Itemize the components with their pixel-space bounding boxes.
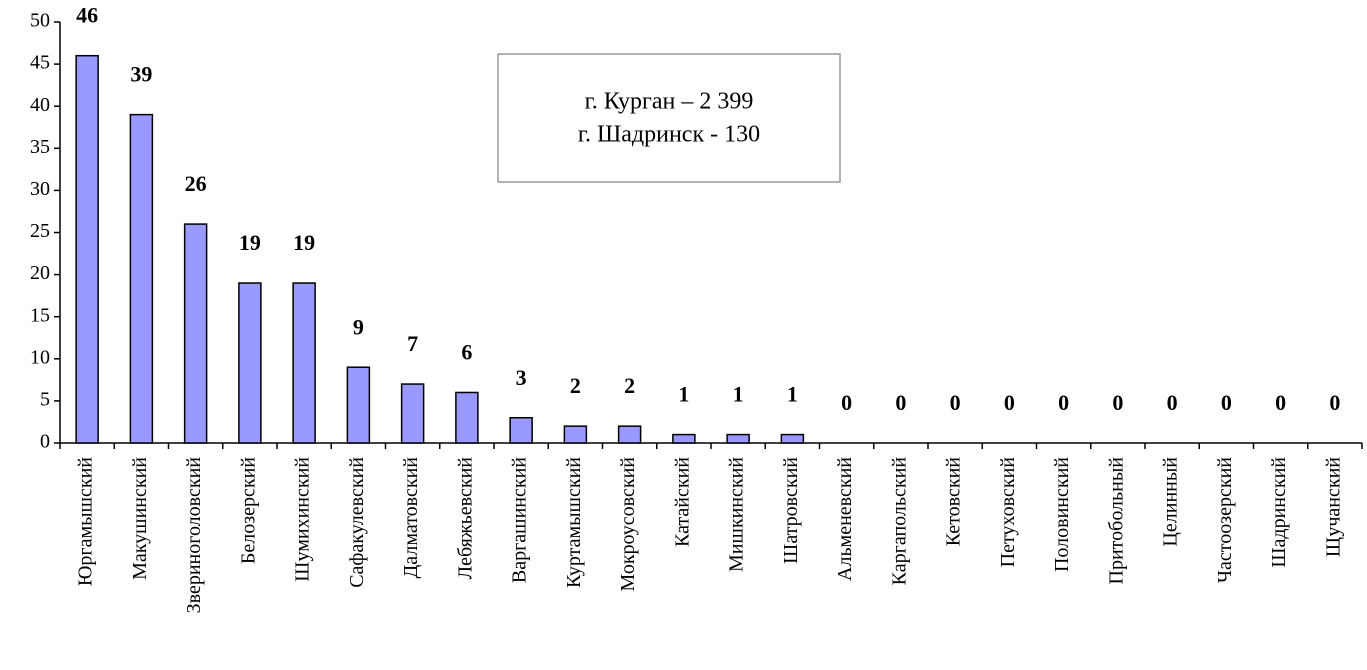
x-tick-label: Притобольный xyxy=(1105,457,1127,585)
y-tick-label: 25 xyxy=(30,220,50,242)
bar xyxy=(75,54,99,444)
bar xyxy=(780,433,805,444)
annotation: г. Курган – 2 399 xyxy=(585,89,754,115)
x-tick-label: Сафакулевский xyxy=(346,457,368,588)
value-label: 46 xyxy=(76,3,98,28)
value-label: 9 xyxy=(353,314,364,339)
value-label: 2 xyxy=(570,373,581,398)
x-tick-label: Петуховский xyxy=(997,457,1019,568)
x-tick-label: Куртамышский xyxy=(563,457,585,588)
y-tick-label: 40 xyxy=(30,94,50,116)
x-tick-label: Шатровский xyxy=(780,457,802,564)
value-label: 0 xyxy=(1004,390,1015,415)
bar xyxy=(509,416,533,444)
x-tick-label: Кетовский xyxy=(943,457,965,547)
value-label: 1 xyxy=(787,382,798,407)
value-label: 39 xyxy=(130,62,152,87)
bar xyxy=(346,366,371,444)
x-tick-label: Белозерский xyxy=(237,457,259,564)
value-label: 0 xyxy=(1112,390,1123,415)
value-label: 0 xyxy=(841,390,852,415)
value-label: 0 xyxy=(1058,390,1069,415)
value-label: 19 xyxy=(293,230,315,255)
bar xyxy=(238,282,262,444)
value-label: 19 xyxy=(239,230,261,255)
y-tick-label: 30 xyxy=(30,178,50,200)
x-tick-label: Юргамышский xyxy=(75,457,97,586)
bar xyxy=(672,433,696,444)
value-label: 3 xyxy=(516,365,527,390)
annotation-box xyxy=(497,53,841,183)
value-label: 1 xyxy=(678,382,689,407)
annotation: г. Шадринск - 130 xyxy=(578,122,760,148)
bar xyxy=(726,433,750,444)
x-tick-label: Щучанский xyxy=(1322,457,1344,557)
bar xyxy=(292,282,316,444)
value-label: 0 xyxy=(1221,390,1232,415)
value-label: 26 xyxy=(185,171,207,196)
y-tick-label: 0 xyxy=(40,431,50,453)
x-tick-label: Половинский xyxy=(1051,457,1073,572)
x-tick-label: Макушинский xyxy=(129,457,151,580)
x-tick-label: Звериноголовский xyxy=(183,457,205,614)
value-label: 0 xyxy=(1329,390,1340,415)
y-tick-label: 35 xyxy=(30,136,50,158)
y-tick-label: 10 xyxy=(30,346,50,368)
bar xyxy=(617,425,642,444)
value-label: 0 xyxy=(1167,390,1178,415)
x-tick-label: Альменевский xyxy=(834,457,856,581)
bar xyxy=(400,383,425,444)
x-tick-label: Лебяжьевский xyxy=(454,457,476,580)
y-tick-label: 15 xyxy=(30,304,50,326)
bar xyxy=(455,391,479,444)
value-label: 0 xyxy=(895,390,906,415)
value-label: 6 xyxy=(461,340,472,365)
y-tick-label: 45 xyxy=(30,52,50,74)
bar xyxy=(183,223,208,444)
y-tick-label: 5 xyxy=(40,388,50,410)
x-tick-label: Варгашинский xyxy=(509,457,531,583)
x-tick-label: Шумихинский xyxy=(292,457,314,582)
value-label: 1 xyxy=(733,382,744,407)
x-tick-label: Частоозерский xyxy=(1214,457,1236,583)
value-label: 0 xyxy=(1275,390,1286,415)
x-tick-label: Шадринский xyxy=(1268,457,1290,568)
y-tick-label: 20 xyxy=(30,262,50,284)
value-label: 2 xyxy=(624,373,635,398)
bar xyxy=(563,425,588,444)
y-tick-label: 50 xyxy=(30,10,50,32)
x-tick-label: Катайский xyxy=(671,457,693,547)
x-tick-label: Далматовский xyxy=(400,457,422,579)
x-tick-label: Мокроусовский xyxy=(617,457,639,592)
value-label: 7 xyxy=(407,331,418,356)
value-label: 0 xyxy=(950,390,961,415)
x-tick-label: Мишкинский xyxy=(726,457,748,572)
x-tick-label: Целинный xyxy=(1160,457,1182,547)
bar xyxy=(129,113,154,444)
x-tick-label: Каргапольский xyxy=(888,457,910,586)
